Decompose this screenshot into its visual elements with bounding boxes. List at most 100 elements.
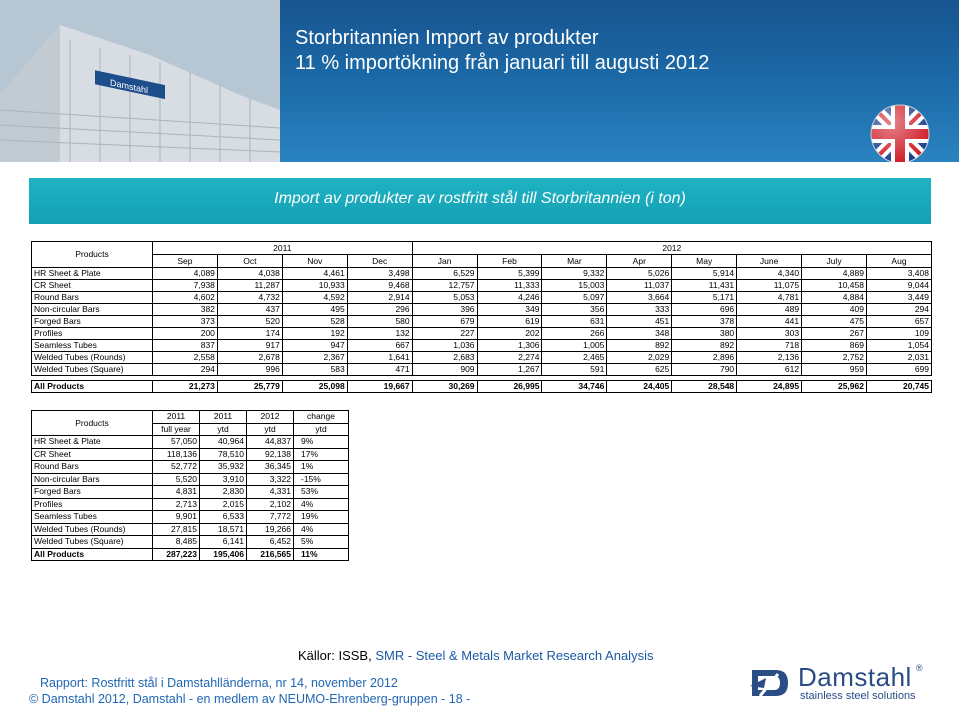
year-2011-header: 2011 — [152, 241, 413, 255]
table-cell: 2,896 — [671, 351, 738, 364]
table-cell: 520 — [216, 315, 283, 328]
table-cell: 303 — [736, 327, 803, 340]
table-cell: 1,267 — [476, 363, 543, 376]
summary-header-bottom: ytd — [246, 422, 294, 436]
summary-cell: 19,266 — [246, 522, 294, 536]
table-cell: 3,664 — [606, 291, 673, 304]
logo-registered-mark: ® — [916, 663, 923, 673]
table-cell: 348 — [606, 327, 673, 340]
summary-cell: 44,837 — [246, 435, 294, 449]
summary-cell: 6,141 — [199, 535, 247, 549]
table-row: Non-circular Bars 382 437 495 296 396 349 356 33… — [31, 303, 933, 316]
table-cell: 349 — [476, 303, 543, 316]
table-cell: 4,246 — [476, 291, 543, 304]
summary-cell: 2,713 — [152, 497, 200, 511]
table-cell: 200 — [152, 327, 218, 340]
summary-cell: 57,050 — [152, 435, 200, 449]
logo-name: Damstahl — [798, 662, 912, 692]
table-cell: 892 — [606, 339, 673, 352]
summary-cell: 35,932 — [199, 460, 247, 474]
month-header: Oct — [216, 254, 283, 268]
summary-cell: 6,533 — [199, 510, 247, 524]
row-label: Welded Tubes (Square) — [31, 363, 153, 376]
table-row: HR Sheet & Plate 4,089 4,038 4,461 3,498 6,52… — [31, 267, 933, 280]
table-cell: 4,781 — [736, 291, 803, 304]
row-label: CR Sheet — [31, 279, 153, 292]
table-cell: 475 — [801, 315, 867, 328]
table-cell: 5,053 — [411, 291, 478, 304]
page-subtitle: 11 % importökning från januari till augu… — [295, 52, 710, 74]
table-row: Welded Tubes (Rounds) 2,558 2,678 2,367 1,64… — [31, 351, 933, 364]
table-cell: 19,667 — [346, 380, 413, 393]
table-cell: 2,031 — [865, 351, 933, 364]
table-cell: 451 — [606, 315, 673, 328]
table-cell: 25,779 — [216, 380, 283, 393]
damstahl-logo: Damstahl ® stainless steel solutions — [748, 660, 948, 706]
table-cell: 2,558 — [152, 351, 218, 364]
table-cell: 1,054 — [865, 339, 933, 352]
summary-cell: 195,406 — [199, 547, 247, 561]
summary-cell: 18,571 — [199, 522, 247, 536]
summary-row-label: All Products — [31, 547, 153, 561]
change-cell: -15% — [293, 472, 349, 486]
table-cell: 294 — [152, 363, 218, 376]
summary-row: Round Bars 52,772 35,932 36,345 1% — [31, 460, 349, 474]
summary-row-label: Seamless Tubes — [31, 510, 153, 524]
table-cell: 3,449 — [865, 291, 933, 304]
table-cell: 378 — [671, 315, 738, 328]
table-cell: 11,431 — [671, 279, 738, 292]
summary-cell: 4,831 — [152, 485, 200, 499]
summary-header-top: 2012 — [246, 410, 294, 424]
table-cell: 528 — [281, 315, 348, 328]
month-header: Feb — [476, 254, 543, 268]
summary-products-header: Products — [31, 410, 153, 436]
table-cell: 9,044 — [865, 279, 933, 292]
summary-cell: 7,772 — [246, 510, 294, 524]
table-cell: 2,914 — [346, 291, 413, 304]
row-label: HR Sheet & Plate — [31, 267, 153, 280]
section-banner: Import av produkter av rostfritt stål ti… — [29, 178, 931, 224]
summary-row-label: HR Sheet & Plate — [31, 435, 153, 449]
summary-cell: 3,910 — [199, 472, 247, 486]
table-cell: 227 — [411, 327, 478, 340]
table-cell: 4,889 — [801, 267, 867, 280]
table-cell: 4,592 — [281, 291, 348, 304]
summary-row-label: Round Bars — [31, 460, 153, 474]
summary-header-top: change — [293, 410, 349, 424]
sources-link[interactable]: SMR - Steel & Metals Market Research Ana… — [375, 648, 654, 663]
table-cell: 2,678 — [216, 351, 283, 364]
table-cell: 356 — [541, 303, 608, 316]
summary-row: Welded Tubes (Rounds) 27,815 18,571 19,266 4… — [31, 522, 349, 536]
table-cell: 409 — [801, 303, 867, 316]
month-header: Dec — [346, 254, 413, 268]
change-cell: 19% — [293, 510, 349, 524]
products-header: Products — [31, 241, 153, 268]
table-cell: 718 — [736, 339, 803, 352]
damstahl-logo-icon — [750, 670, 788, 697]
table-cell: 382 — [152, 303, 218, 316]
table-cell: 4,089 — [152, 267, 218, 280]
table-cell: 21,273 — [152, 380, 218, 393]
table-cell: 25,098 — [281, 380, 348, 393]
summary-cell: 287,223 — [152, 547, 200, 561]
summary-row-label: Profiles — [31, 497, 153, 511]
summary-row-label: CR Sheet — [31, 447, 153, 461]
total-row: All Products 21,273 25,779 25,098 19,667 30,2… — [31, 380, 933, 393]
table-cell: 28,548 — [671, 380, 738, 393]
month-header: Jan — [411, 254, 478, 268]
table-cell: 2,136 — [736, 351, 803, 364]
table-cell: 489 — [736, 303, 803, 316]
table-cell: 441 — [736, 315, 803, 328]
summary-cell: 36,345 — [246, 460, 294, 474]
summary-cell: 4,331 — [246, 485, 294, 499]
table-cell: 11,075 — [736, 279, 803, 292]
table-cell: 591 — [541, 363, 608, 376]
table-cell: 294 — [865, 303, 933, 316]
month-header: July — [801, 254, 867, 268]
table-cell: 174 — [216, 327, 283, 340]
table-cell: 1,306 — [476, 339, 543, 352]
month-header: May — [671, 254, 738, 268]
table-cell: 495 — [281, 303, 348, 316]
table-cell: 4,732 — [216, 291, 283, 304]
summary-cell: 216,565 — [246, 547, 294, 561]
